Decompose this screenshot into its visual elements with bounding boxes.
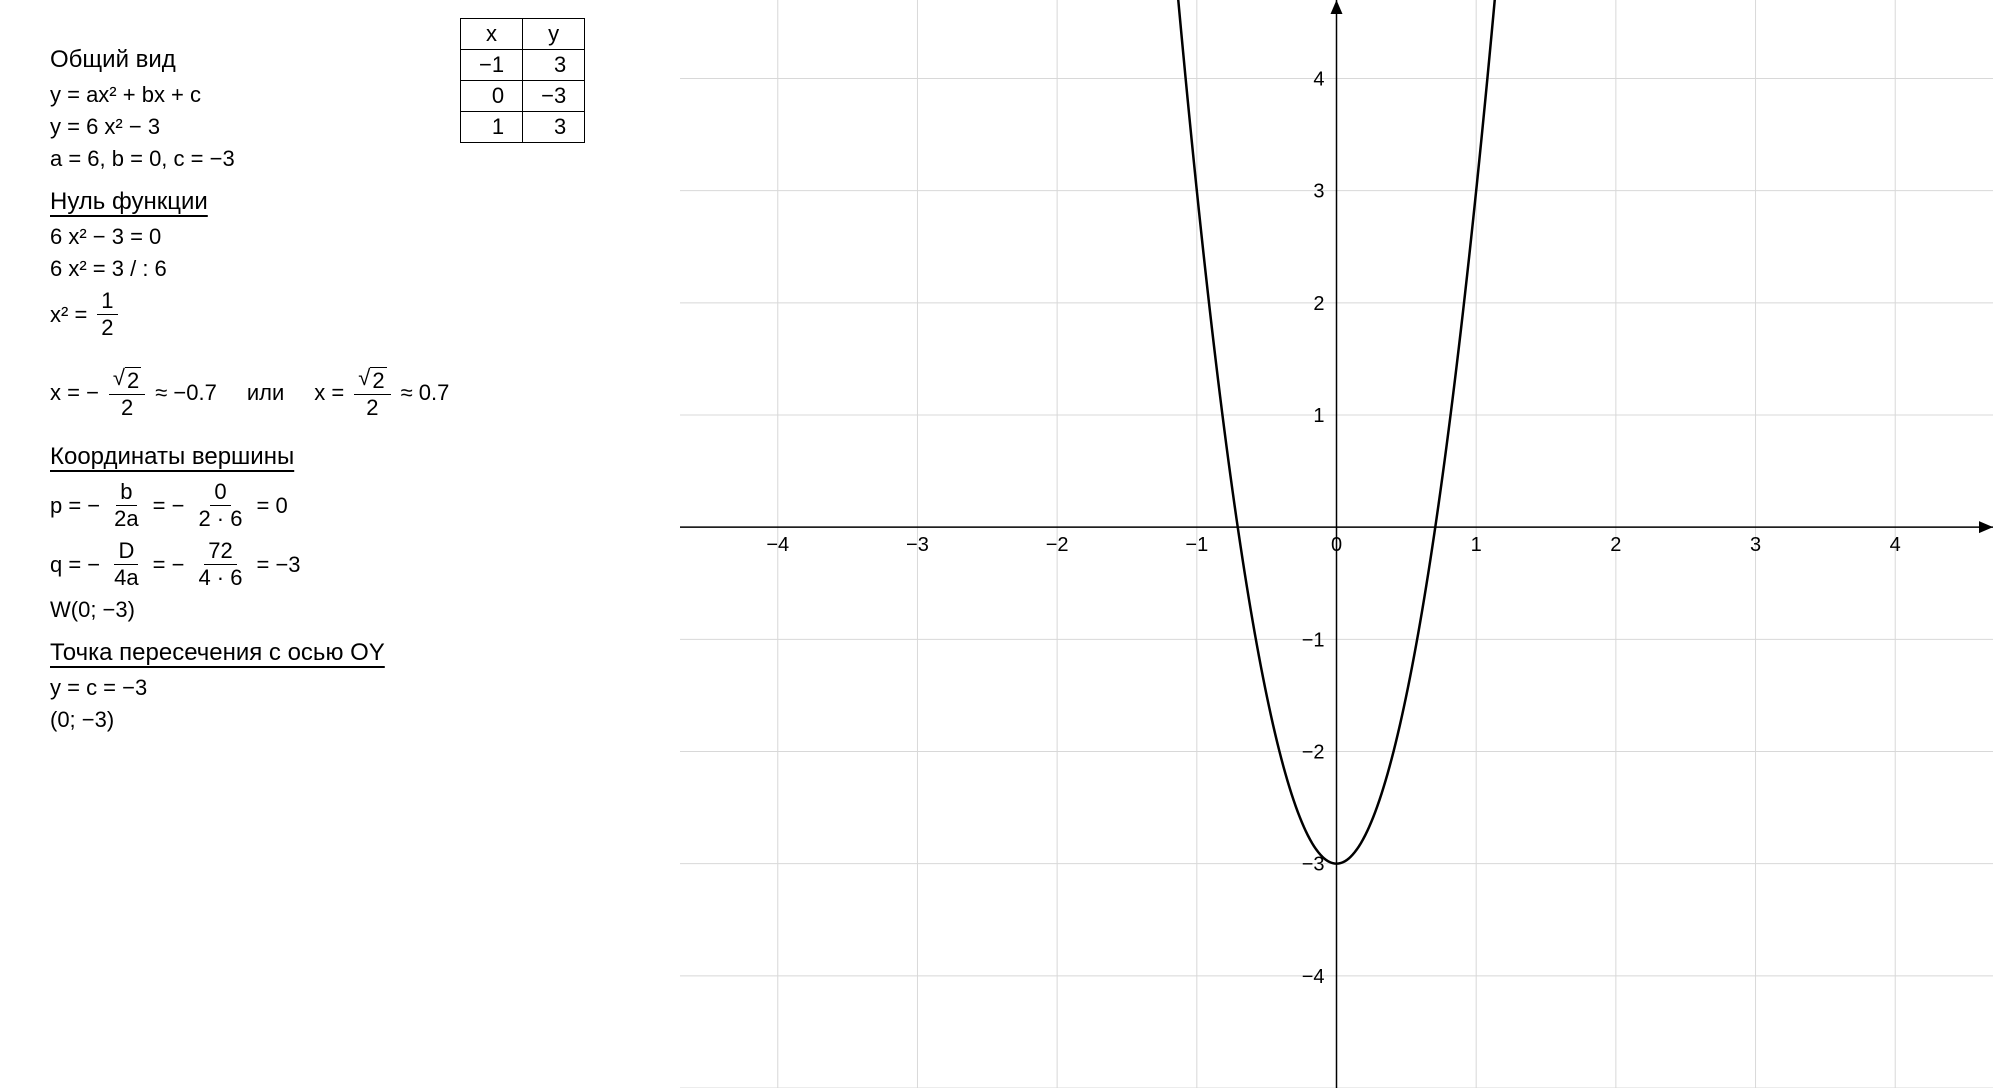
sol1-num: √2 (109, 365, 145, 395)
svg-text:−4: −4 (1302, 966, 1325, 988)
sol2-num: √2 (354, 365, 390, 395)
parabola-chart: −4−3−2−101234−4−3−2−11234 (680, 0, 1993, 1088)
section-oy-title: Точка пересечения с осью OY (50, 639, 610, 667)
table-body: −1 3 0 −3 1 3 (461, 50, 585, 143)
oy-line-1: y = c = −3 (50, 675, 610, 701)
p-den1: 2a (110, 506, 142, 532)
svg-text:1: 1 (1313, 405, 1324, 427)
p-suffix: = 0 (256, 493, 287, 519)
values-table: x y −1 3 0 −3 1 3 (460, 18, 585, 143)
q-den2: 4 · 6 (194, 565, 246, 591)
p-prefix: p = − (50, 493, 100, 519)
sol2-fraction: √2 2 (354, 365, 390, 421)
section-zeros-title: Нуль функции (50, 188, 610, 216)
table-row: 1 3 (461, 112, 585, 143)
table-cell: −1 (461, 50, 523, 81)
vertex-w-point: W(0; −3) (50, 597, 610, 623)
zeros-line-1: 6 x² − 3 = 0 (50, 224, 610, 250)
svg-text:−1: −1 (1302, 629, 1325, 651)
svg-text:4: 4 (1313, 69, 1324, 91)
sol1-den: 2 (117, 395, 137, 421)
table-header-x: x (461, 19, 523, 50)
zeros-solutions-row: x = − √2 2 ≈ −0.7 или x = √2 2 ≈ 0.7 (50, 359, 610, 427)
p-frac1: b 2a (110, 479, 142, 532)
sol1-approx: ≈ −0.7 (155, 380, 217, 406)
svg-text:3: 3 (1750, 534, 1761, 556)
q-mid: = − (153, 552, 185, 578)
sol1-prefix: x = − (50, 380, 99, 406)
table-row: 0 −3 (461, 81, 585, 112)
xsq-fraction: 1 2 (97, 288, 117, 341)
svg-text:−3: −3 (906, 534, 929, 556)
sol1-sqrt-arg: 2 (125, 367, 141, 394)
table-header-row: x y (461, 19, 585, 50)
table-cell: 3 (523, 112, 585, 143)
p-den2: 2 · 6 (194, 506, 246, 532)
oy-line-2: (0; −3) (50, 707, 610, 733)
sol1-fraction: √2 2 (109, 365, 145, 421)
table-cell: 3 (523, 50, 585, 81)
q-num2: 72 (204, 538, 236, 565)
section-vertex-title: Координаты вершины (50, 443, 610, 471)
zeros-sol2: x = √2 2 ≈ 0.7 (314, 365, 449, 421)
p-num1: b (116, 479, 136, 506)
svg-text:−4: −4 (766, 534, 789, 556)
svg-text:−1: −1 (1185, 534, 1208, 556)
general-line-3: a = 6, b = 0, c = −3 (50, 146, 610, 172)
zeros-line-2: 6 x² = 3 / : 6 (50, 256, 610, 282)
q-den1: 4a (110, 565, 142, 591)
xsq-den: 2 (97, 315, 117, 341)
sol2-prefix: x = (314, 380, 344, 406)
svg-text:1: 1 (1471, 534, 1482, 556)
p-mid: = − (153, 493, 185, 519)
p-num2: 0 (210, 479, 230, 506)
zeros-sol1: x = − √2 2 ≈ −0.7 (50, 365, 217, 421)
svg-text:3: 3 (1313, 181, 1324, 203)
vertex-p-line: p = − b 2a = − 0 2 · 6 = 0 (50, 479, 610, 532)
svg-text:2: 2 (1610, 534, 1621, 556)
vertex-q-line: q = − D 4a = − 72 4 · 6 = −3 (50, 538, 610, 591)
table-cell: −3 (523, 81, 585, 112)
sol2-sqrt-arg: 2 (370, 367, 386, 394)
xsq-num: 1 (97, 288, 117, 315)
chart-svg: −4−3−2−101234−4−3−2−11234 (680, 0, 1993, 1088)
svg-text:2: 2 (1313, 293, 1324, 315)
zeros-xsq: x² = 1 2 (50, 288, 610, 341)
table-header-y: y (523, 19, 585, 50)
table-cell: 0 (461, 81, 523, 112)
q-frac1: D 4a (110, 538, 142, 591)
q-frac2: 72 4 · 6 (194, 538, 246, 591)
table-row: −1 3 (461, 50, 585, 81)
svg-text:4: 4 (1890, 534, 1901, 556)
svg-text:0: 0 (1331, 534, 1342, 556)
q-num1: D (114, 538, 138, 565)
table-cell: 1 (461, 112, 523, 143)
or-word: или (247, 380, 284, 406)
q-suffix: = −3 (256, 552, 300, 578)
q-prefix: q = − (50, 552, 100, 578)
xsq-label: x² = (50, 302, 87, 328)
sol2-den: 2 (362, 395, 382, 421)
svg-text:−2: −2 (1046, 534, 1069, 556)
sol2-approx: ≈ 0.7 (401, 380, 450, 406)
svg-text:−2: −2 (1302, 742, 1325, 764)
p-frac2: 0 2 · 6 (194, 479, 246, 532)
